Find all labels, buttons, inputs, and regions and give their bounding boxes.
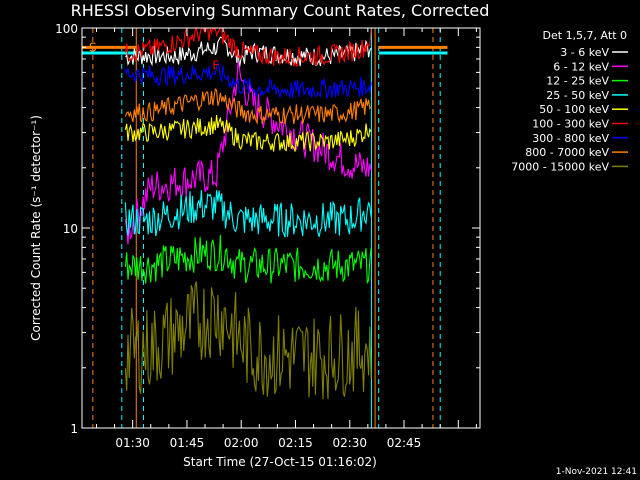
legend-entry-label: 3 - 6 keV [560, 46, 609, 59]
series-line [124, 36, 372, 68]
legend-entry-label: 300 - 800 keV [532, 132, 609, 145]
y-tick-label: 1 [70, 422, 78, 436]
footer-timestamp: 1-Nov-2021 12:41 [556, 467, 637, 477]
series-line [124, 87, 372, 126]
x-axis-label: Start Time (27-Oct-15 01:16:02) [183, 455, 377, 469]
x-tick-label: 02:45 [387, 436, 422, 450]
y-tick-label: 10 [63, 222, 78, 236]
legend-entry-label: 7000 - 15000 keV [511, 160, 609, 173]
series-layer [124, 26, 372, 400]
x-tick-label: 02:00 [224, 436, 259, 450]
legend-entry-label: 100 - 300 keV [532, 118, 609, 131]
legend-entry-label: 50 - 100 keV [539, 103, 609, 116]
x-tick-label: 01:30 [115, 436, 150, 450]
series-line [124, 190, 372, 238]
marker-label: F [212, 58, 219, 72]
x-tick-label: 02:30 [332, 436, 367, 450]
series-line [124, 26, 372, 67]
y-tick-label: 100 [55, 22, 78, 36]
y-axis-label: Corrected Count Rate (s⁻¹ detector⁻¹) [29, 115, 43, 341]
legend-title: Det 1,5,7, Att 0 [543, 29, 627, 42]
legend-entry-label: 6 - 12 keV [553, 60, 609, 73]
series-line [124, 234, 372, 284]
legend-entry-label: 12 - 25 keV [546, 75, 609, 88]
series-line [124, 281, 372, 400]
x-tick-label: 02:15 [278, 436, 313, 450]
series-line [124, 115, 372, 152]
series-line [124, 61, 372, 245]
guide-lines [82, 28, 448, 428]
series-line [124, 61, 372, 100]
plot-area: SF [81, 26, 481, 429]
chart-title: RHESSI Observing Summary Count Rates, Co… [71, 1, 490, 20]
markers-layer: SF [89, 40, 219, 72]
marker-label: S [89, 40, 97, 54]
legend-entry-label: 800 - 7000 keV [525, 146, 609, 159]
legend-entry-label: 25 - 50 keV [546, 89, 609, 102]
x-tick-label: 01:45 [170, 436, 205, 450]
y-tick-labels: 1 10 100 [55, 22, 78, 436]
axes [81, 27, 481, 429]
x-tick-labels: 01:30 01:45 02:00 02:15 02:30 02:45 [115, 436, 421, 450]
